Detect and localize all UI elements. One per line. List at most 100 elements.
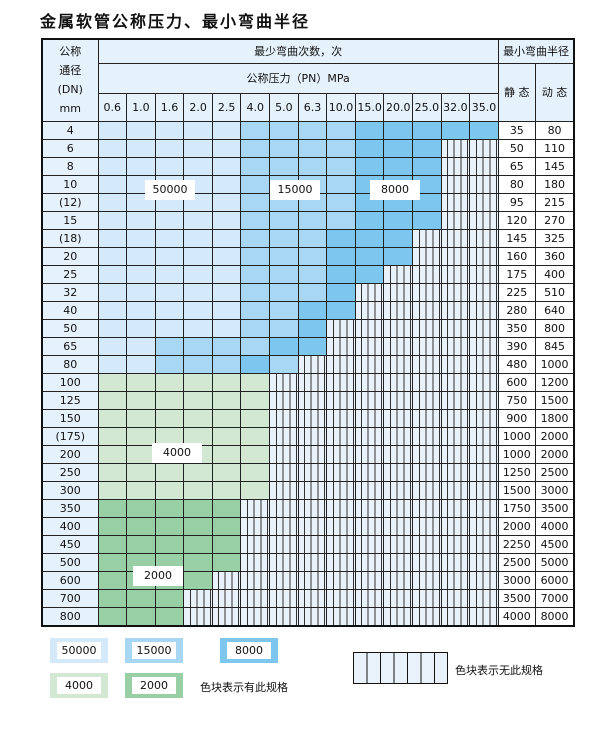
unavailable-cell xyxy=(240,534,271,554)
unavailable-cell xyxy=(440,426,471,446)
static-radius-cell: 280 xyxy=(497,300,536,320)
available-cell xyxy=(97,390,128,410)
legend-label: 4000 xyxy=(57,677,101,694)
unavailable-cell xyxy=(326,516,356,536)
static-radius-cell: 65 xyxy=(497,156,536,176)
available-cell xyxy=(126,138,156,158)
available-cell xyxy=(269,156,299,176)
available-cell xyxy=(240,480,271,500)
unavailable-cell xyxy=(412,480,442,500)
dynamic-radius-cell: 6000 xyxy=(534,570,575,590)
dn-cell: 20 xyxy=(41,246,99,266)
available-cell xyxy=(211,156,242,176)
available-cell xyxy=(297,282,328,302)
available-cell xyxy=(97,570,128,590)
available-cell xyxy=(97,444,128,464)
available-cell xyxy=(240,246,271,266)
available-cell xyxy=(269,246,299,266)
table-row: (18) 145 325 xyxy=(41,228,575,248)
unavailable-cell xyxy=(440,588,471,608)
available-cell xyxy=(183,282,213,302)
unavailable-cell xyxy=(354,426,385,446)
available-cell xyxy=(154,534,185,554)
static-radius-cell: 480 xyxy=(497,354,536,374)
unavailable-cell xyxy=(469,210,499,230)
unavailable-cell xyxy=(183,588,213,608)
pressure-col-header: 1.6 xyxy=(154,92,185,122)
unavailable-cell xyxy=(469,192,499,212)
dn-header-line: 公称 xyxy=(59,45,82,59)
legend-unavailable-text: 色块表示无此规格 xyxy=(455,664,543,677)
available-cell xyxy=(183,210,213,230)
available-cell xyxy=(97,588,128,608)
unavailable-cell xyxy=(269,606,299,626)
dn-header: 公称 通径 (DN) mm xyxy=(41,38,99,122)
unavailable-cell xyxy=(326,462,356,482)
available-cell xyxy=(412,210,442,230)
unavailable-cell xyxy=(326,372,356,392)
unavailable-cell xyxy=(440,462,471,482)
legend-15000: 15000 xyxy=(125,638,183,663)
available-cell xyxy=(269,282,299,302)
available-cell xyxy=(154,318,185,338)
dynamic-radius-cell: 510 xyxy=(534,282,575,302)
available-cell xyxy=(126,354,156,374)
available-cell xyxy=(326,246,356,266)
available-cell xyxy=(126,246,156,266)
available-cell xyxy=(126,336,156,356)
unavailable-cell xyxy=(240,498,271,518)
unavailable-cell xyxy=(383,300,414,320)
available-cell xyxy=(126,264,156,284)
unavailable-cell xyxy=(412,444,442,464)
dn-cell: 700 xyxy=(41,588,99,608)
available-cell xyxy=(126,408,156,428)
dn-cell: (18) xyxy=(41,228,99,248)
unavailable-cell xyxy=(354,516,385,536)
available-cell xyxy=(211,408,242,428)
unavailable-cell xyxy=(326,588,356,608)
available-cell xyxy=(126,498,156,518)
available-cell xyxy=(240,264,271,284)
unavailable-cell xyxy=(469,318,499,338)
available-cell xyxy=(154,588,185,608)
region-label-15000: 15000 xyxy=(270,180,320,200)
pressure-col-header: 4.0 xyxy=(240,92,271,122)
available-cell xyxy=(97,552,128,572)
unavailable-cell xyxy=(383,390,414,410)
available-cell xyxy=(240,444,271,464)
available-cell xyxy=(97,498,128,518)
available-cell xyxy=(154,336,185,356)
table-row: 500 2500 5000 xyxy=(41,552,575,572)
unavailable-cell xyxy=(326,408,356,428)
available-cell xyxy=(354,228,385,248)
available-cell xyxy=(126,228,156,248)
unavailable-cell xyxy=(326,552,356,572)
available-cell xyxy=(211,516,242,536)
dynamic-radius-cell: 4000 xyxy=(534,516,575,536)
unavailable-cell xyxy=(297,372,328,392)
unavailable-cell xyxy=(269,588,299,608)
unavailable-cell xyxy=(297,426,328,446)
unavailable-cell xyxy=(383,444,414,464)
available-cell xyxy=(412,120,442,140)
static-radius-cell: 3000 xyxy=(497,570,536,590)
unavailable-cell xyxy=(412,282,442,302)
unavailable-cell xyxy=(440,480,471,500)
available-cell xyxy=(383,156,414,176)
static-radius-cell: 1000 xyxy=(497,444,536,464)
unavailable-cell xyxy=(354,534,385,554)
dn-cell: 32 xyxy=(41,282,99,302)
available-cell xyxy=(126,318,156,338)
available-cell xyxy=(183,246,213,266)
unavailable-cell xyxy=(269,552,299,572)
dynamic-radius-cell: 5000 xyxy=(534,552,575,572)
legend-label: 50000 xyxy=(57,642,101,659)
unavailable-cell xyxy=(383,408,414,428)
available-cell xyxy=(97,516,128,536)
available-cell xyxy=(269,264,299,284)
available-cell xyxy=(183,228,213,248)
unavailable-cell xyxy=(412,534,442,554)
dn-cell: 450 xyxy=(41,534,99,554)
available-cell xyxy=(297,264,328,284)
static-radius-cell: 900 xyxy=(497,408,536,428)
